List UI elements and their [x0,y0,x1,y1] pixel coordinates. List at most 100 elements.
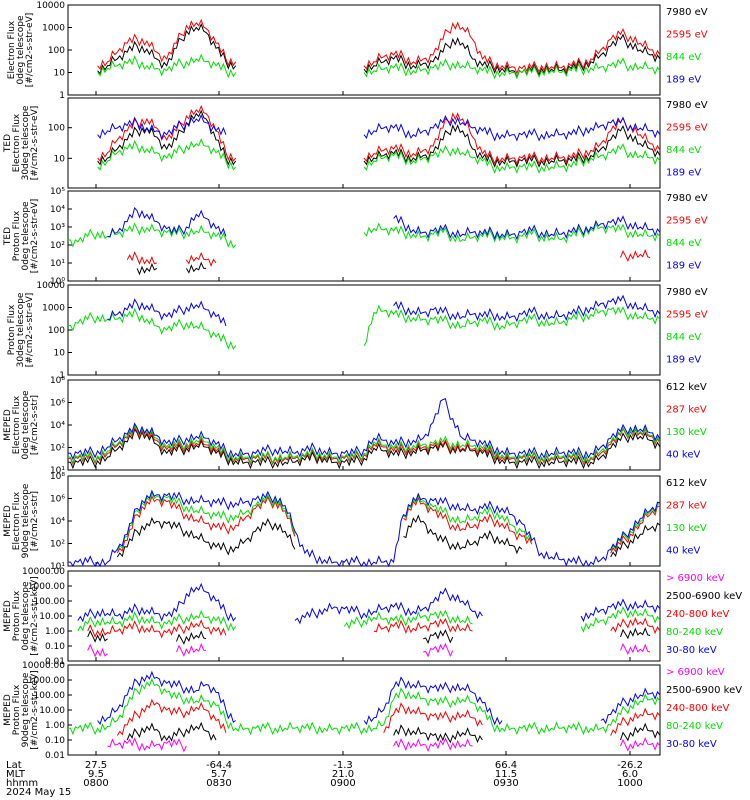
ytick-label: 1.00 [45,627,65,637]
series-line [107,737,187,753]
panel-frame [67,284,661,376]
ytick-label: 10³ [50,223,65,233]
ytick-label: 10⁸ [50,376,65,386]
ytick-label: 100.00 [34,691,66,701]
legend-entry: 30-80 keV [666,739,717,750]
legend-entry: 2595 eV [666,30,708,41]
lat-row-label: Lat [6,760,22,771]
series-line [610,505,661,554]
legend-entry: 2595 eV [666,123,708,134]
ytick-label: 0.01 [45,751,65,761]
series-line [403,494,533,542]
ylabel-line: MEPED [3,409,13,441]
legend-entry: 2595 eV [666,310,708,321]
ylabel-line: Electron Flux [12,395,22,454]
series-line [423,642,454,658]
ylabel-line: [#/cm2-s-str-keV] [30,576,40,655]
panel-4: 10⁸ 10⁶ 10⁴ 10² 10¹ MEPED Electron Flux 0deg te… [3,376,707,476]
series-line [403,496,533,545]
series-line [393,214,661,241]
legend-entry: 40 keV [666,546,700,557]
ylabel-line: [#/cm2-s-str-eV] [25,13,35,88]
ytick-label: 1000 [42,304,65,314]
legend-entry: 7980 eV [666,193,708,204]
panel-1: 100 10 TED Electron Flux 30deg telescope [#/c… [3,97,708,189]
legend-entry: 189 eV [666,261,701,272]
ytick-label: 10⁶ [50,399,65,409]
legend-entry: > 6900 keV [666,667,725,678]
legend-entry: 287 keV [666,501,707,512]
series-line [176,630,207,645]
ytick-label: 10000.00 [22,661,65,671]
ytick-label: 10⁰ [50,277,65,287]
ytick-label: 10¹ [50,466,65,476]
ylabel-line: 90deg telescope [21,672,31,747]
series-line [610,617,661,635]
legend-entry: 2500-6900 keV [666,685,742,696]
ytick-label: 1 [59,371,65,381]
ylabel-line: Proton Flux [12,210,22,261]
series-line [97,104,237,162]
series-line [107,298,227,327]
series-line [116,495,296,554]
ytick-label: 1000.00 [28,676,65,686]
ylabel-line: Electron Flux [12,113,22,172]
ytick-label: 1.00 [45,721,65,731]
ytick-label: 1000.00 [28,582,65,592]
series-line [363,21,661,75]
ytick-label: 1 [59,91,65,101]
series-line [67,222,237,249]
series-line [136,262,158,276]
ytick-label: 10 [54,154,66,164]
ytick-label: 10² [50,241,65,251]
ytick-label: 100 [48,46,65,56]
time-tick-2: 0900 [330,778,355,789]
ytick-label: 100 [48,326,65,336]
ytick-label: 10000 [36,1,65,11]
panel-frame [67,664,661,756]
ytick-label: 10⁴ [50,421,65,431]
series-line [68,677,661,736]
ylabel-line: Proton Flux [12,684,22,735]
legend-entry: 2595 eV [666,216,708,227]
lat-tick-0: 27.5 [85,760,107,771]
legend-entry: > 6900 keV [666,573,725,584]
mlt-row-label: MLT [6,769,26,780]
legend-entry: 844 eV [666,332,701,343]
ylabel-line: 30deg telescope [16,292,26,367]
ytick-label: 0.10 [45,736,65,746]
panel-2: 10⁵ 10⁴ 10³ 10² 10¹ 10⁰ TED Proton Flux 0deg tel… [3,187,708,287]
series-line [363,143,661,174]
ytick-label: 10 [54,69,66,79]
series-line [610,707,661,736]
series-line [363,676,503,726]
series-line [87,629,108,643]
time-tick-1: 0830 [206,778,231,789]
series-line [294,587,483,625]
legend-entry: 7980 eV [666,7,708,18]
ytick-label: 10⁸ [50,472,65,482]
series-line [67,307,237,350]
series-line [610,503,661,552]
ylabel-line: 0deg telescope [21,581,31,651]
legend-entry: 7980 eV [666,287,708,298]
panel-frame [67,570,661,662]
legend-entry: 80-240 keV [666,721,723,732]
legend-entry: 240-800 keV [666,703,730,714]
series-line [620,642,651,656]
series-line [620,627,651,640]
legend-entry: 80-240 keV [666,627,723,638]
panel-frame [67,4,661,96]
mlt-tick-3: 11.5 [495,769,517,780]
ylabel-line: TED [3,134,13,153]
panel-5: 10⁸ 10⁶ 10⁴ 10² 10¹ MEPED Electron Flux 90deg t… [3,472,707,572]
ylabel-line: [#/cm2-s-str-eV] [25,293,35,368]
ytick-label: 10⁴ [50,517,65,527]
ylabel-line: Electron Flux [12,491,22,550]
series-line [620,249,651,263]
legend-entry: 7980 eV [666,100,708,111]
series-line [77,582,237,623]
bottom-axis-labels: Lat MLT hhmm 2024 May 15 27.5 9.5 0800 -… [6,760,643,798]
mlt-tick-4: 6.0 [622,769,638,780]
